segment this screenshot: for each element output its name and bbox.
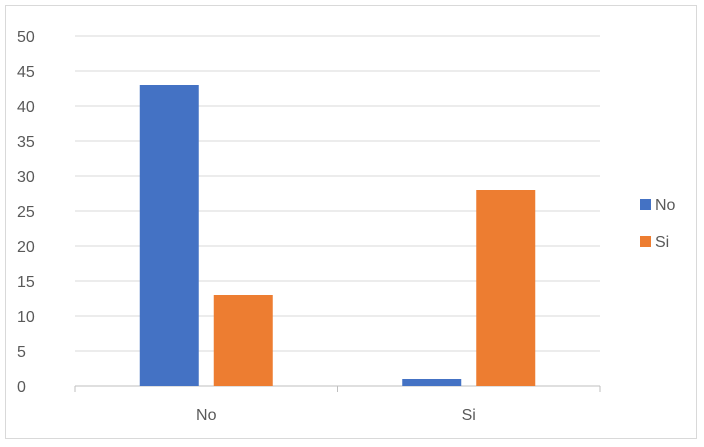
legend-label: Si [655, 234, 669, 251]
x-tick-label: No [196, 407, 217, 424]
bar-si-no [213, 295, 273, 386]
y-tick-label: 45 [17, 64, 35, 81]
y-tick-label: 0 [17, 379, 26, 396]
bar-no-si [402, 379, 462, 386]
legend-swatch-si [640, 236, 651, 247]
chart-area [5, 5, 697, 439]
bar-no-no [139, 85, 199, 386]
y-tick-label: 30 [17, 169, 35, 186]
x-tick-label: Si [462, 407, 476, 424]
y-tick-label: 35 [17, 134, 35, 151]
y-tick-label: 10 [17, 309, 35, 326]
bar-si-si [476, 190, 536, 386]
y-tick-label: 5 [17, 344, 26, 361]
y-tick-label: 15 [17, 274, 35, 291]
legend-swatch-no [640, 199, 651, 210]
y-tick-label: 40 [17, 99, 35, 116]
legend-label: No [655, 197, 676, 214]
y-tick-label: 20 [17, 239, 35, 256]
y-tick-label: 25 [17, 204, 35, 221]
y-tick-label: 50 [17, 29, 35, 46]
